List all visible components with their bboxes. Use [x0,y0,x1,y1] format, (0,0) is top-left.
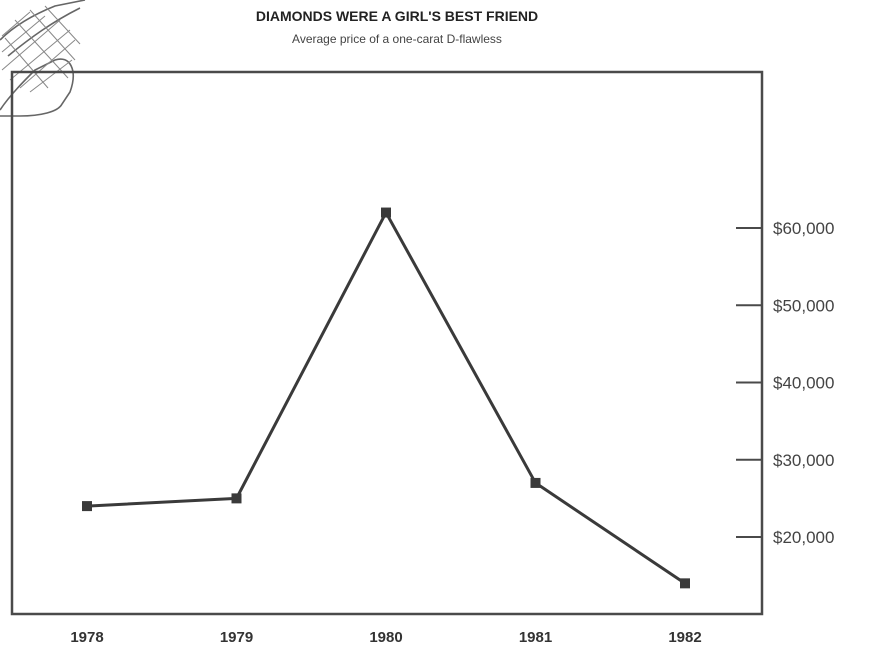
x-tick-label: 1981 [519,629,552,646]
series-layer [82,207,690,589]
data-point [381,207,391,218]
x-tick-label: 1979 [220,629,253,646]
y-tick-label: $40,000 [773,374,834,393]
y-tick-label: $20,000 [773,528,834,547]
plot-frame [10,70,764,616]
data-point [680,578,690,589]
x-axis-ticks: 1978 1979 1980 1981 1982 [70,629,701,646]
series-line [86,211,686,585]
data-point [530,477,541,488]
y-tick-label: $50,000 [773,296,834,315]
y-axis-ticks: $20,000 $30,000 $40,000 $50,000 $60,000 [736,219,834,547]
y-tick-label: $30,000 [773,451,834,470]
x-tick-label: 1980 [369,629,402,646]
data-point [82,501,92,512]
chart-title: DIAMONDS WERE A GIRL'S BEST FRIEND [256,8,538,24]
x-tick-label: 1978 [70,629,103,646]
shoe-illustration-icon [0,0,86,117]
x-tick-label: 1982 [668,629,701,646]
data-point [231,493,242,504]
chart-subtitle: Average price of a one-carat D-flawless [292,32,502,46]
y-tick-label: $60,000 [773,219,834,238]
